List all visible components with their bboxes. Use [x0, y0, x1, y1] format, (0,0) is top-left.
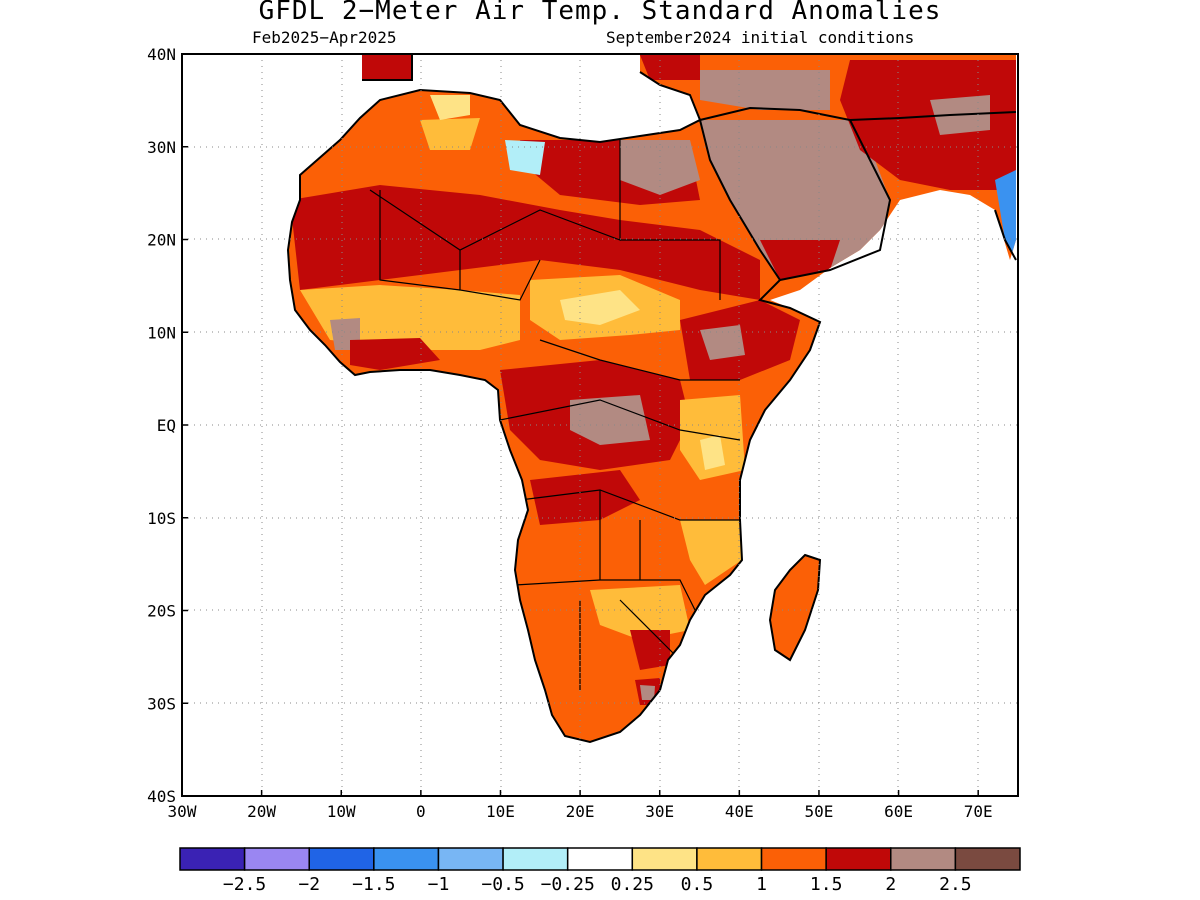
anomaly-algeria-0p5 — [430, 95, 470, 120]
colorbar-swatch — [502, 847, 569, 871]
anomaly-algeria-1 — [420, 118, 480, 150]
border-zambia — [599, 490, 641, 580]
anomaly-botswana-1 — [590, 585, 690, 640]
colorbar-label: 2 — [885, 874, 896, 895]
arabia-coastline — [699, 106, 892, 281]
x-axis: 30W 20W 10W 0 10E 20E 30E 40E 50E 60E 70E — [168, 790, 993, 821]
colorbar-swatch — [760, 847, 827, 871]
y-tick-label: 40N — [147, 45, 176, 64]
madagascar-coastline — [768, 553, 822, 662]
anomaly-kenya-0p5 — [700, 435, 725, 470]
colorbar-swatch — [825, 847, 892, 871]
country-borders — [369, 140, 741, 690]
colorbar-swatch — [566, 847, 634, 871]
x-tick-label: 0 — [416, 802, 426, 821]
spain-coastline — [362, 55, 413, 81]
anomaly-egypt-2p5 — [620, 140, 700, 195]
y-tick-label: 40S — [147, 787, 176, 806]
x-tick-label: 50E — [804, 802, 833, 821]
y-tick-label: EQ — [157, 416, 176, 435]
anomaly-ethiopia-2p5 — [700, 325, 745, 360]
anomaly-libya-light — [505, 140, 545, 175]
colorbar-label: −0.5 — [481, 874, 524, 895]
anomaly-coast-2 — [350, 338, 440, 370]
border-niger — [459, 250, 541, 301]
anomaly-greece-2 — [640, 55, 700, 80]
colorbar-swatch — [243, 847, 310, 871]
anomaly-mozambique-1 — [680, 520, 742, 585]
x-tick-label: 40E — [725, 802, 754, 821]
colorbar-swatch — [437, 847, 504, 871]
anomaly-arabia-2p5 — [700, 120, 890, 280]
border-equatorial — [499, 399, 741, 441]
colorbar-swatch — [954, 847, 1021, 871]
x-tick-label: 60E — [884, 802, 913, 821]
colorbar-label: −0.25 — [541, 874, 595, 895]
anomaly-turkey-2p5 — [700, 70, 830, 110]
border-sudan — [620, 239, 721, 300]
y-tick-label: 30N — [147, 138, 176, 157]
border-mali — [379, 190, 461, 291]
y-tick-label: 10S — [147, 509, 176, 528]
colorbar-swatch — [373, 847, 440, 871]
colorbar-label: 2.5 — [939, 874, 972, 895]
anomaly-india-negative — [995, 170, 1016, 260]
border-angola-tanzania — [519, 489, 740, 521]
anomaly-angola-2 — [530, 470, 640, 525]
y-tick-label: 20S — [147, 602, 176, 621]
anomaly-iran-2 — [840, 60, 1016, 190]
x-tick-label: 20E — [566, 802, 595, 821]
colorbar-label: 1.5 — [810, 874, 843, 895]
anomaly-lesotho-2p5 — [640, 685, 655, 700]
anomaly-sahel-2 — [290, 185, 760, 300]
border-sahara — [369, 140, 621, 251]
colorbar-swatch — [179, 847, 246, 871]
anomaly-yemen-2 — [760, 240, 840, 280]
colorbar-label: −2.5 — [223, 874, 266, 895]
colorbar-label: 1 — [756, 874, 767, 895]
forecast-period: Feb2025−Apr2025 — [252, 28, 397, 47]
colorbar-label: 0.5 — [681, 874, 714, 895]
x-tick-label: 70E — [964, 802, 993, 821]
colorbar-swatch — [308, 847, 375, 871]
y-tick-label: 30S — [147, 694, 176, 713]
colorbar-legend: −2.5 −2 −1.5 −1 −0.5 −0.25 0.25 0.5 1 1.5 2 2.5 — [179, 847, 1021, 895]
x-tick-label: 30E — [645, 802, 674, 821]
map-title: GFDL 2−Meter Air Temp. Standard Anomalie… — [258, 0, 942, 26]
colorbar-label: −1.5 — [352, 874, 395, 895]
anomaly-nigeria-0p5 — [560, 290, 640, 325]
border-southafrica — [579, 599, 681, 690]
y-tick-label: 20N — [147, 231, 176, 250]
colorbar-label: −2 — [298, 874, 320, 895]
persian-coastline — [849, 111, 1017, 121]
anomaly-spain-2 — [362, 55, 412, 80]
colorbar-swatch — [631, 847, 698, 871]
y-axis: 40N 30N 20N 10N EQ 10S 20S 30S 40S — [147, 45, 188, 806]
grid-lines — [182, 54, 1018, 796]
y-tick-label: 10N — [147, 323, 176, 342]
colorbar-swatch — [696, 847, 763, 871]
initial-conditions: September2024 initial conditions — [606, 28, 915, 47]
levant-coastline — [639, 71, 701, 121]
x-tick-label: 30W — [168, 802, 197, 821]
border-central — [539, 339, 740, 381]
colorbar-label: 0.25 — [611, 874, 654, 895]
x-tick-label: 20W — [247, 802, 276, 821]
x-tick-label: 10E — [486, 802, 515, 821]
anomaly-congo-2p5 — [570, 395, 650, 445]
india-coastline — [994, 209, 1017, 261]
colorbar-swatch — [890, 847, 957, 871]
x-tick-label: 10W — [327, 802, 356, 821]
colorbar-label: −1 — [428, 874, 450, 895]
